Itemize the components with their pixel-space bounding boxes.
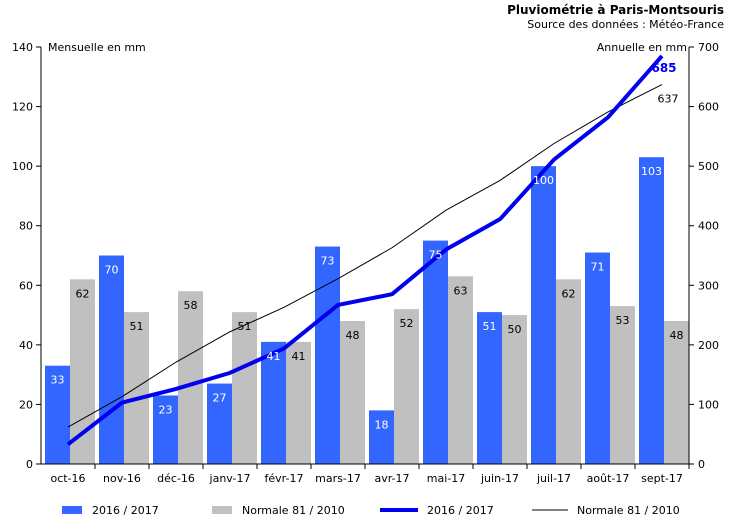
x-tick-label-févr-17: févr-17 <box>265 472 304 485</box>
label-actual-déc-16: 23 <box>159 403 173 416</box>
y-left-tick-label: 0 <box>26 458 33 471</box>
x-tick-label-oct-16: oct-16 <box>50 472 85 485</box>
label-actual-avr-17: 18 <box>375 418 389 431</box>
bar-actual-juil-17 <box>531 166 556 464</box>
x-tick-label-janv-17: janv-17 <box>209 472 251 485</box>
axis-ticks: oct-16 nov-16 déc-16 janv-17 févr-17 mars-17 a… <box>12 41 719 485</box>
y-right-tick-label: 600 <box>698 101 719 114</box>
y-left-tick-label: 140 <box>12 41 33 54</box>
bar-normal-juil-17 <box>556 279 581 464</box>
legend-swatch-actual-bars <box>62 506 82 514</box>
bars-actual-series <box>45 157 664 464</box>
left-axis-title: Mensuelle en mm <box>48 41 146 54</box>
label-normal-févr-17: 41 <box>292 350 306 363</box>
label-normal-mars-17: 48 <box>346 329 360 342</box>
chart-title: Pluviométrie à Paris-Montsouris <box>507 3 724 17</box>
label-actual-nov-16: 70 <box>105 264 119 277</box>
x-tick-label-août-17: août-17 <box>587 472 630 485</box>
y-left-tick-label: 120 <box>12 101 33 114</box>
label-normal-juin-17: 50 <box>508 323 522 336</box>
bar-normal-févr-17 <box>286 341 311 464</box>
bar-normal-août-17 <box>610 306 635 464</box>
label-normal-nov-16: 51 <box>130 320 144 333</box>
bar-normal-juin-17 <box>502 315 527 464</box>
bar-actual-déc-16 <box>153 395 178 464</box>
chart-subtitle: Source des données : Météo-France <box>527 18 724 31</box>
end-label-normal: 637 <box>658 93 679 106</box>
y-right-tick-label: 100 <box>698 398 719 411</box>
bar-actual-août-17 <box>585 252 610 464</box>
line-actual-cumulative <box>66 54 664 446</box>
bar-actual-juin-17 <box>477 312 502 464</box>
y-right-tick-label: 200 <box>698 339 719 352</box>
label-actual-sept-17: 103 <box>641 165 662 178</box>
label-normal-mai-17: 63 <box>454 284 468 297</box>
cumulative-lines <box>66 54 664 446</box>
label-actual-janv-17: 27 <box>213 392 227 405</box>
x-tick-label-nov-16: nov-16 <box>103 472 141 485</box>
bar-actual-sept-17 <box>639 157 664 464</box>
label-actual-mai-17: 75 <box>429 249 443 262</box>
label-normal-août-17: 53 <box>616 314 630 327</box>
label-actual-juin-17: 51 <box>483 320 497 333</box>
label-normal-déc-16: 58 <box>184 299 198 312</box>
bar-actual-nov-16 <box>99 255 124 464</box>
bar-actual-janv-17 <box>207 383 232 464</box>
y-left-tick-label: 40 <box>19 339 33 352</box>
legend-label-actual-line: 2016 / 2017 <box>427 504 494 517</box>
label-normal-sept-17: 48 <box>670 329 684 342</box>
label-normal-avr-17: 52 <box>400 317 414 330</box>
legend-label-normal-bars: Normale 81 / 2010 <box>242 504 345 517</box>
y-left-tick-label: 80 <box>19 220 33 233</box>
label-actual-févr-17: 41 <box>267 350 281 363</box>
bar-actual-avr-17 <box>369 410 394 464</box>
bar-actual-mai-17 <box>423 240 448 464</box>
y-right-tick-label: 500 <box>698 160 719 173</box>
right-axis-title: Annuelle en mm <box>597 41 687 54</box>
label-normal-janv-17: 51 <box>238 320 252 333</box>
label-actual-mars-17: 73 <box>321 255 335 268</box>
data-labels: 33 62 70 51 23 58 27 51 41 41 73 48 18 52 75 63 51 50 100 6… <box>51 61 684 431</box>
label-actual-juil-17: 100 <box>533 174 554 187</box>
y-left-tick-label: 100 <box>12 160 33 173</box>
y-right-tick-label: 0 <box>698 458 705 471</box>
bar-normal-mars-17 <box>340 321 365 464</box>
bar-normal-déc-16 <box>178 291 203 464</box>
x-tick-label-sept-17: sept-17 <box>641 472 683 485</box>
x-tick-label-déc-16: déc-16 <box>157 472 195 485</box>
bar-actual-mars-17 <box>315 246 340 464</box>
label-actual-oct-16: 33 <box>51 374 65 387</box>
label-actual-août-17: 71 <box>591 261 605 274</box>
end-label-actual: 685 <box>651 61 676 75</box>
bar-normal-sept-17 <box>664 321 689 464</box>
bar-normal-janv-17 <box>232 312 257 464</box>
y-left-tick-label: 20 <box>19 398 33 411</box>
x-tick-label-avr-17: avr-17 <box>374 472 409 485</box>
bar-normal-avr-17 <box>394 309 419 464</box>
bar-normal-mai-17 <box>448 276 473 464</box>
bar-normal-nov-16 <box>124 312 149 464</box>
label-normal-juil-17: 62 <box>562 287 576 300</box>
legend: 2016 / 2017 Normale 81 / 2010 2016 / 201… <box>62 504 680 517</box>
bar-actual-févr-17 <box>261 341 286 464</box>
legend-label-normal-line: Normale 81 / 2010 <box>577 504 680 517</box>
x-tick-label-mars-17: mars-17 <box>315 472 361 485</box>
label-normal-oct-16: 62 <box>76 287 90 300</box>
legend-swatch-normal-bars <box>212 506 232 514</box>
legend-label-actual-bars: 2016 / 2017 <box>92 504 159 517</box>
bar-actual-oct-16 <box>45 365 70 464</box>
x-tick-label-juil-17: juil-17 <box>536 472 571 485</box>
y-right-tick-label: 400 <box>698 220 719 233</box>
y-right-tick-label: 700 <box>698 41 719 54</box>
y-left-tick-label: 60 <box>19 279 33 292</box>
x-tick-label-mai-17: mai-17 <box>427 472 465 485</box>
line-normal-cumulative <box>67 84 663 428</box>
bar-normal-oct-16 <box>70 279 95 464</box>
x-tick-label-juin-17: juin-17 <box>480 472 519 485</box>
y-right-tick-label: 300 <box>698 279 719 292</box>
